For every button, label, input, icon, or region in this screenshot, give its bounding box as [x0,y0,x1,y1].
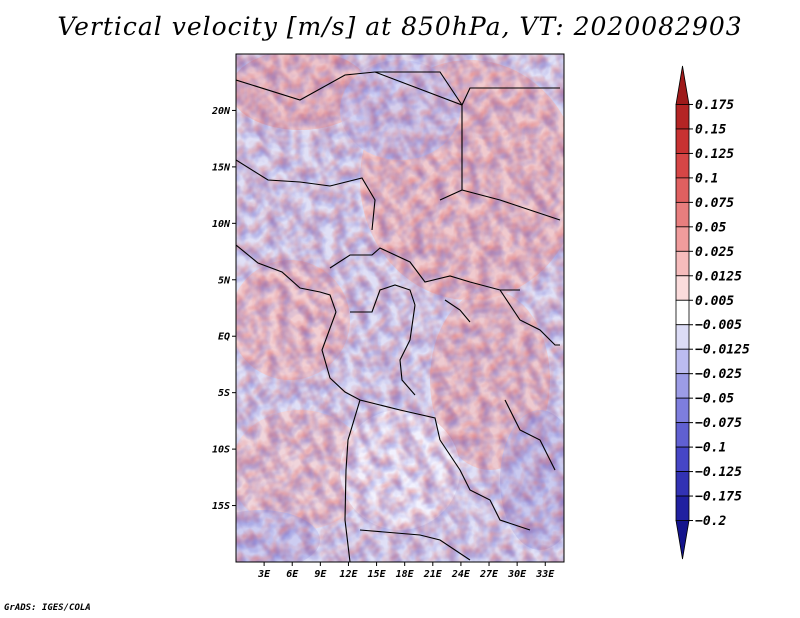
lon-tick-label: 27E [479,569,499,580]
colorbar-label: 0.025 [695,245,734,260]
lon-tick-label: 3E [257,569,271,580]
colorbar-swatch [675,128,690,154]
lat-tick-label: 5S [218,388,230,399]
colorbar-swatch [675,250,690,277]
lon-tick-label: 15E [368,569,387,580]
colorbar-swatch [675,373,690,399]
lon-tick-label: 18E [396,569,415,580]
colorbar-label: 0.005 [695,294,734,309]
colorbar-label: 0.175 [695,98,734,113]
lat-tick-label: 10N [212,219,231,230]
colorbar-swatch [675,226,690,252]
velocity-field [236,54,564,562]
lon-tick-label: 6E [286,569,299,580]
colorbar-swatch [675,299,690,326]
longitude-axis: 3E 6E 9E 12E 15E 18E 21E 24E 27E 30E 33E [257,562,555,580]
lat-tick-label: 15S [212,501,230,512]
lat-tick-label: 5N [218,275,231,286]
lon-tick-label: 12E [339,569,358,580]
colorbar-swatch [675,446,690,472]
lon-tick-label: 9E [314,569,327,580]
colorbar-swatch [675,422,690,448]
colorbar-label: −0.005 [695,318,742,333]
colorbar-swatch [675,177,690,203]
lon-tick-label: 21E [423,569,443,580]
colorbar-swatch [675,104,690,130]
lat-tick-label: EQ [218,332,230,343]
colorbar-swatch [675,201,690,228]
map-title: Vertical velocity [m/s] at 850hPa, VT: 2… [57,12,743,41]
latitude-axis: 20N 15N 10N 5N EQ 5S 10S 15S [211,106,236,512]
colorbar-swatch [675,275,690,301]
colorbar-swatch [675,324,690,350]
colorbar-swatch [675,348,690,375]
colorbar-label: −0.05 [695,392,734,407]
colorbar-swatch [675,495,690,521]
country-borders [236,71,561,562]
colorbar-label: −0.125 [695,465,742,480]
colorbar-swatch [675,65,690,105]
colorbar-label: −0.175 [695,490,742,505]
colorbar-label: 0.075 [695,196,734,211]
colorbar-label: −0.2 [695,514,726,529]
footer-credit: GrADS: IGES/COLA [4,603,91,613]
colorbar: 0.175 0.15 0.125 0.1 0.075 0.05 0.025 0.0125 0.0… [675,65,750,560]
colorbar-label: 0.15 [695,122,726,137]
colorbar-label: −0.025 [695,367,742,382]
lat-tick-label: 10S [212,445,230,456]
lon-tick-label: 30E [507,569,527,580]
lat-tick-label: 20N [211,106,231,117]
colorbar-label: 0.1 [695,171,718,186]
lon-tick-label: 33E [535,569,555,580]
map-frame [235,53,565,563]
colorbar-swatch [675,397,690,424]
colorbar-swatch [675,153,690,179]
colorbar-label: −0.1 [695,441,726,456]
colorbar-swatch [675,520,690,560]
colorbar-label: 0.125 [695,147,734,162]
colorbar-label: 0.0125 [695,269,742,284]
colorbar-swatch [675,471,690,497]
colorbar-label: −0.0125 [695,343,750,358]
lat-tick-label: 15N [212,162,231,173]
colorbar-label: −0.075 [695,416,742,431]
lon-tick-label: 24E [451,569,471,580]
colorbar-label: 0.05 [695,220,726,235]
